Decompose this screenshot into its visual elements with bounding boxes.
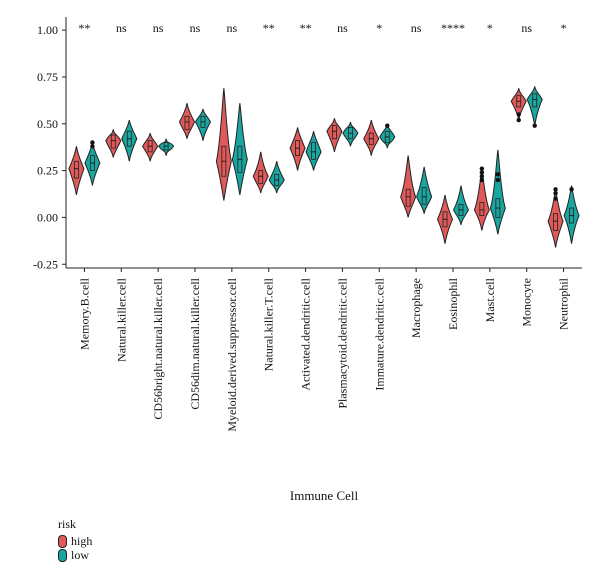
x-tick-label: Memory.B.cell bbox=[77, 277, 91, 350]
legend-label-low: low bbox=[71, 547, 89, 562]
outlier-point-high bbox=[516, 117, 521, 123]
x-tick-label: Natural.killer.T.cell bbox=[262, 277, 276, 371]
violin-low bbox=[268, 161, 285, 194]
box-high bbox=[184, 115, 190, 130]
violin-high bbox=[363, 119, 380, 156]
y-tick-label: 0.50 bbox=[37, 117, 58, 131]
violin-low bbox=[231, 103, 248, 196]
violin-high bbox=[105, 129, 122, 158]
legend-label-high: high bbox=[71, 533, 93, 548]
x-tick-label: Immature.dendritic.cell bbox=[372, 277, 386, 390]
box-high bbox=[553, 213, 558, 231]
violin-low bbox=[379, 123, 396, 149]
box-high bbox=[74, 160, 79, 179]
outlier-point-high bbox=[479, 170, 485, 175]
box-low bbox=[311, 142, 316, 160]
violin-low bbox=[342, 121, 359, 147]
outlier-point-high bbox=[516, 112, 521, 117]
x-tick-label: Neutrophil bbox=[557, 277, 571, 330]
x-tick-label: Natural.killer.cell bbox=[114, 277, 128, 362]
box-high bbox=[332, 125, 337, 140]
violin-low bbox=[563, 185, 580, 244]
outlier-point-low bbox=[495, 172, 501, 177]
legend-item-low: low bbox=[58, 548, 92, 562]
violin-high bbox=[178, 103, 196, 139]
significance-label: ns bbox=[411, 21, 422, 35]
violin-high bbox=[400, 155, 417, 218]
violin-low bbox=[84, 142, 101, 186]
significance-label: ** bbox=[78, 21, 90, 35]
outlier-point-low bbox=[495, 177, 501, 183]
x-tick-label: Eosinophil bbox=[446, 277, 460, 330]
x-tick-label: Mast.cell bbox=[483, 277, 497, 322]
legend-title: risk bbox=[58, 517, 76, 531]
outlier-point-high bbox=[553, 190, 558, 196]
outlier-point-high bbox=[479, 166, 485, 171]
violin-high bbox=[289, 127, 306, 171]
x-tick-label: Monocyte bbox=[520, 278, 534, 327]
x-tick-label: CD56bright.natural.killer.cell bbox=[151, 277, 165, 419]
violin-high bbox=[215, 88, 232, 201]
x-axis-title: Immune Cell bbox=[290, 488, 359, 503]
violin-low bbox=[305, 131, 322, 171]
significance-label: **** bbox=[441, 21, 465, 35]
outlier-point-high bbox=[479, 174, 485, 179]
violin-high bbox=[68, 146, 85, 196]
box-low bbox=[532, 93, 538, 108]
outlier-point-low bbox=[532, 123, 537, 128]
violin-low bbox=[158, 138, 175, 156]
x-tick-label: Macrophage bbox=[409, 278, 423, 338]
x-tick-label: Activated.dendritic.cell bbox=[299, 277, 313, 390]
violin-high bbox=[142, 133, 159, 162]
legend-swatch-high bbox=[58, 534, 67, 548]
violin-low bbox=[489, 149, 506, 235]
x-tick-label: Myeloid.derived.suppressor.cell bbox=[225, 277, 239, 431]
box-high bbox=[479, 202, 485, 216]
significance-label: ** bbox=[300, 21, 312, 35]
outlier-point-low bbox=[90, 140, 95, 145]
box-high bbox=[110, 134, 116, 149]
box-high bbox=[405, 188, 411, 207]
violin-low bbox=[416, 166, 433, 214]
violin-high bbox=[547, 189, 564, 248]
y-tick-label: 1.00 bbox=[37, 23, 58, 37]
outlier-point-low bbox=[90, 144, 95, 149]
y-tick-label: 0.75 bbox=[37, 70, 58, 84]
x-tick-label: CD56dim.natural.killer.cell bbox=[188, 277, 202, 409]
violin-high bbox=[473, 168, 490, 231]
violin-high bbox=[252, 151, 269, 194]
significance-label: ** bbox=[263, 21, 275, 35]
outlier-point-high bbox=[553, 196, 558, 201]
significance-label: ns bbox=[227, 21, 238, 35]
significance-label: * bbox=[487, 21, 493, 35]
box-high bbox=[258, 170, 264, 185]
legend-swatch-low bbox=[58, 548, 67, 562]
x-tick-label: Plasmacytoid.dendritic.cell bbox=[335, 277, 349, 408]
violin-high bbox=[326, 118, 343, 152]
significance-label: ns bbox=[190, 21, 201, 35]
outlier-point-low bbox=[385, 123, 390, 128]
outlier-point-high bbox=[479, 177, 485, 183]
y-tick-label: 0.25 bbox=[37, 164, 58, 178]
legend-item-high: high bbox=[58, 534, 92, 548]
outlier-point-high bbox=[553, 187, 558, 192]
y-tick-label: 0.00 bbox=[37, 210, 58, 224]
box-low bbox=[421, 187, 427, 205]
significance-label: * bbox=[376, 21, 382, 35]
y-tick-label: -0.25 bbox=[33, 257, 58, 271]
significance-label: * bbox=[561, 21, 567, 35]
significance-label: ns bbox=[337, 21, 348, 35]
violin-low bbox=[452, 185, 470, 226]
significance-label: ns bbox=[116, 21, 127, 35]
outlier-point-low bbox=[569, 187, 574, 192]
significance-label: ns bbox=[521, 21, 532, 35]
legend: risk high low bbox=[58, 517, 92, 562]
violin-low bbox=[194, 108, 212, 141]
violin-low bbox=[526, 86, 543, 126]
significance-label: ns bbox=[153, 21, 164, 35]
violin-low bbox=[121, 119, 138, 162]
